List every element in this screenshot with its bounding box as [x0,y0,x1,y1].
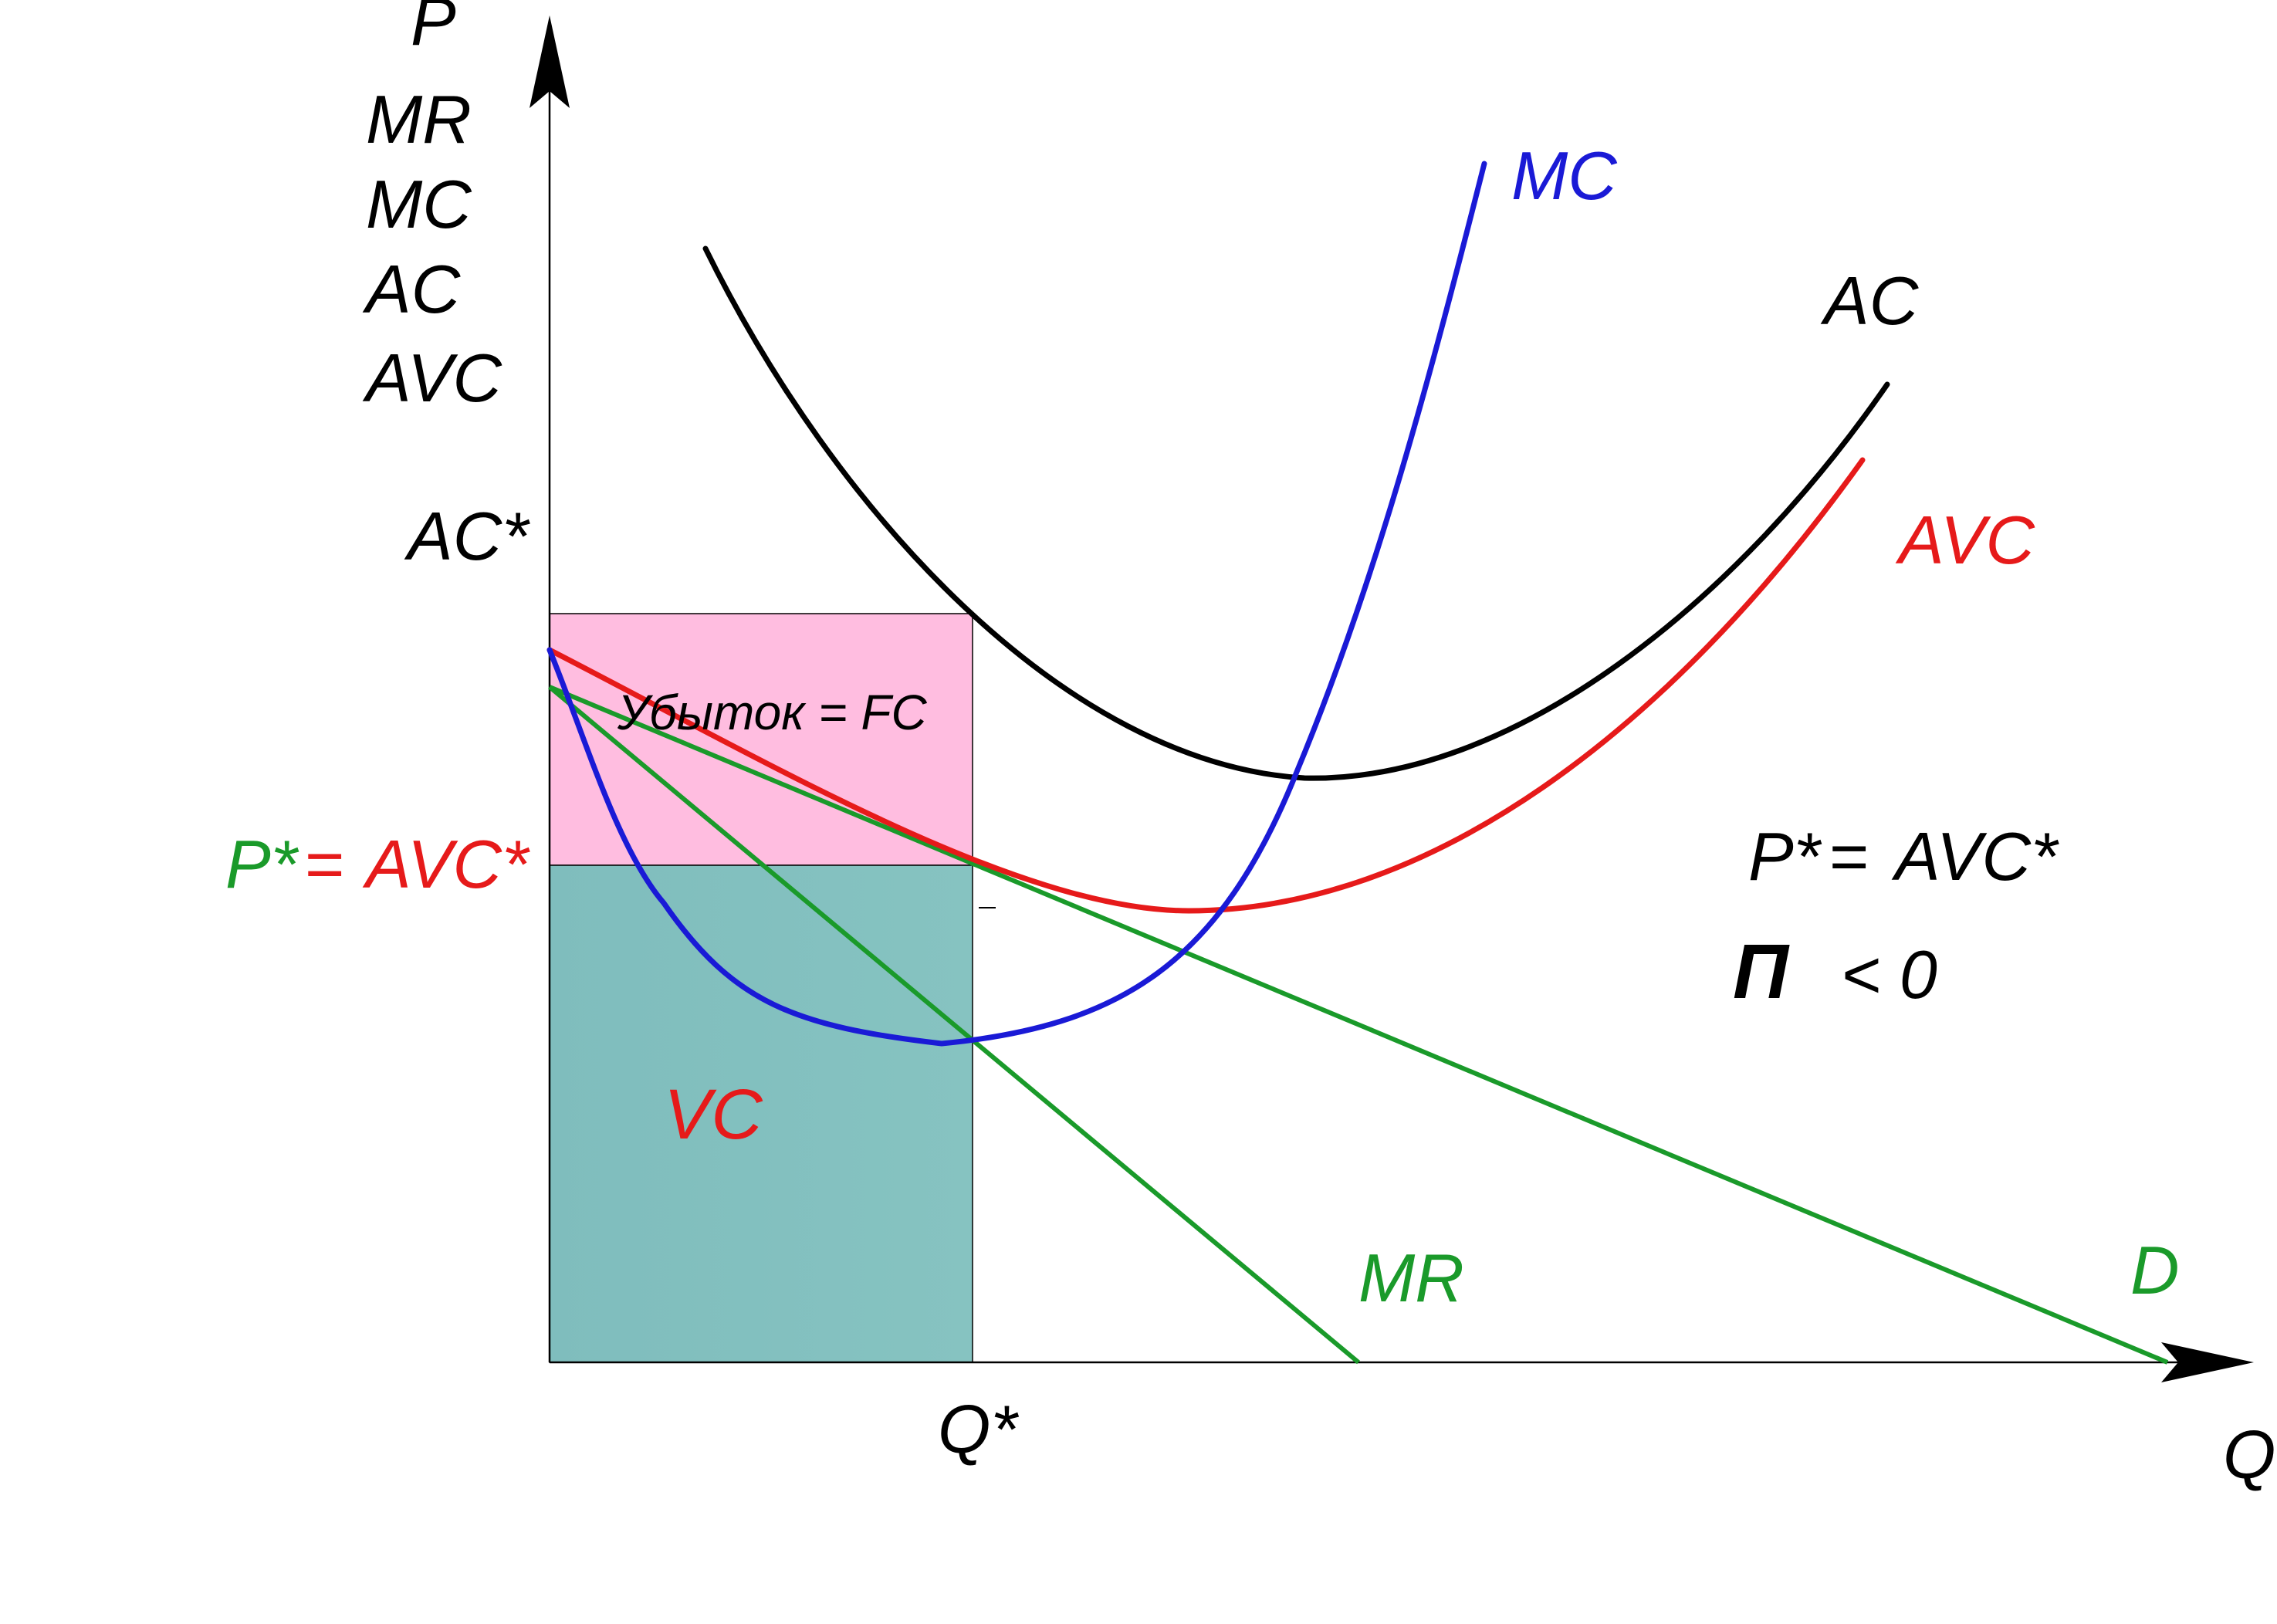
condition-profit-symbol: П [1733,929,1790,1015]
d-curve-label: D [2130,1232,2180,1308]
y-axis-label-avc: AVC [362,340,503,416]
vc-area [549,864,973,1363]
p-star-axis-label: P* [225,826,299,902]
demand-curve [548,685,2169,1365]
mr-curve-label: MR [1358,1240,1464,1316]
vc-area-label: VC [664,1075,763,1154]
y-axis-label-ac: AC [362,251,462,327]
ac-curve-label: AC [1820,262,1920,339]
mc-curve-label: MC [1511,137,1618,214]
mr-curve [548,685,1360,1365]
loss-area-label: Убыток = FC [617,685,927,740]
y-axis-arrowhead [529,15,570,108]
q-star-label: Q* [938,1391,1019,1467]
avc-star-axis-label: AVC* [362,826,530,902]
x-axis-arrowhead [2161,1342,2254,1382]
y-axis-label-mc: MC [366,166,472,242]
avc-curve-label: AVC [1895,502,2036,578]
mc-curve [546,161,1487,1047]
x-axis-label: Q [2223,1416,2275,1493]
ac-star-text: AC* [404,498,530,574]
condition-less-than-zero: < 0 [1841,936,1937,1013]
condition-avc-star: AVC* [1891,818,2059,895]
y-axis-label-p: P [411,0,456,59]
condition-equals: = [1829,818,1869,895]
condition-p-star: P* [1748,818,1822,895]
ac-curve [702,245,1890,781]
ac-star-label: AC* [404,498,530,574]
equals-axis-label: = [305,826,344,902]
avc-curve [546,457,1866,914]
y-axis-label-mr: MR [366,81,472,157]
